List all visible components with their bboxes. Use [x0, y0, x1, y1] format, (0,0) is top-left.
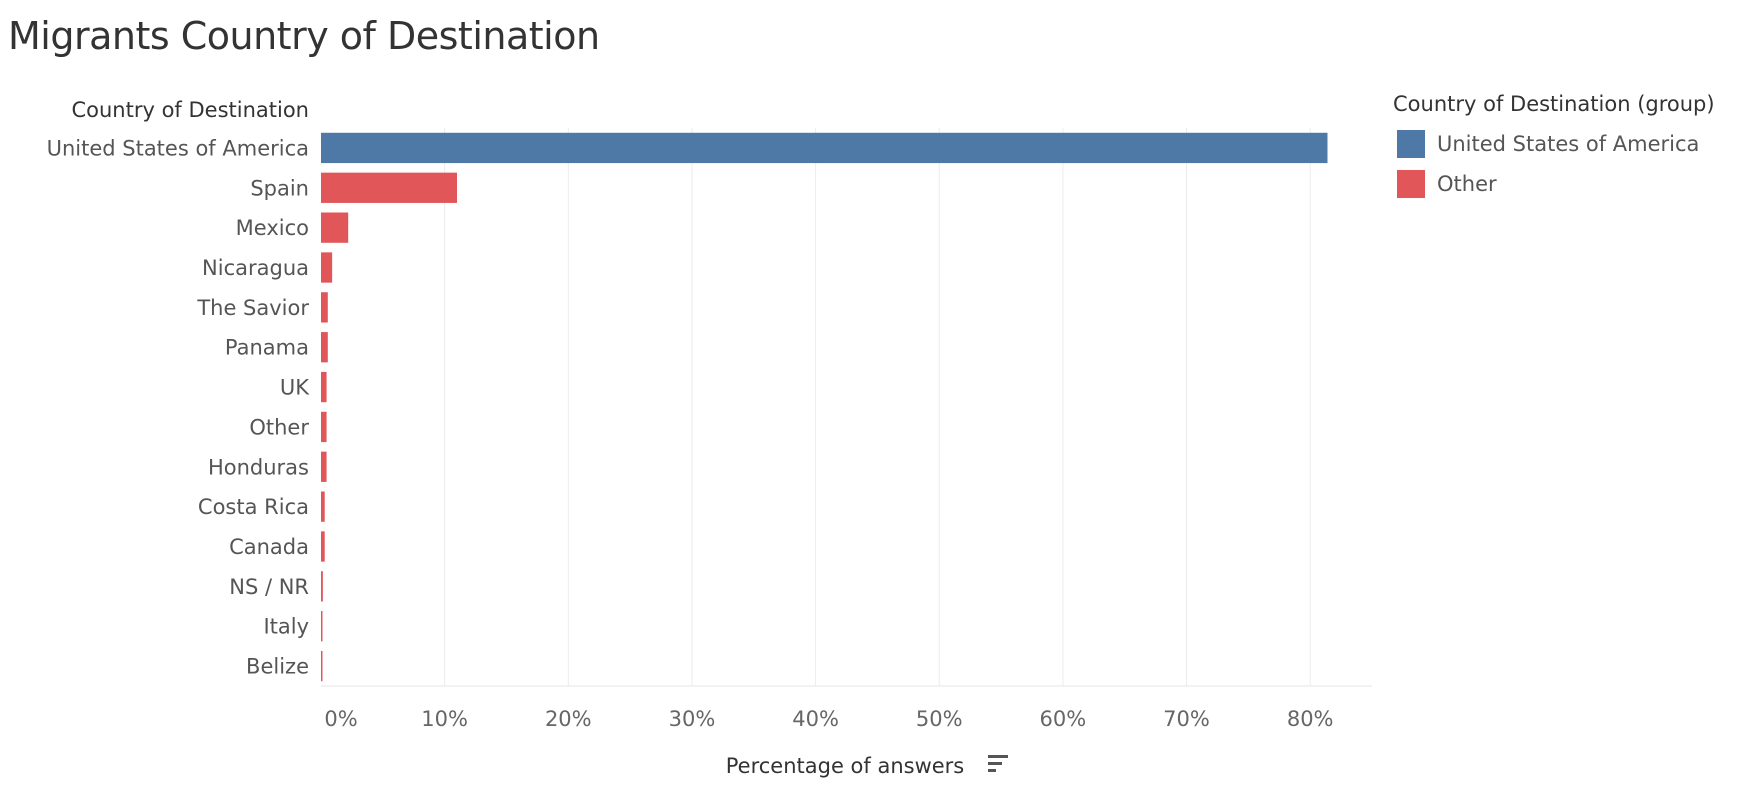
bar-13[interactable]: [321, 650, 323, 682]
bar-5[interactable]: [321, 332, 328, 363]
bar-7[interactable]: [321, 411, 327, 443]
bar-4[interactable]: [321, 292, 328, 323]
category-label-11: NS / NR: [229, 575, 309, 599]
category-label-0: United States of America: [47, 136, 309, 160]
legend-label-usa: United States of America: [1437, 132, 1700, 156]
category-label-1: Spain: [250, 176, 309, 200]
bar-0[interactable]: [321, 132, 1328, 164]
category-label-2: Mexico: [236, 216, 309, 240]
category-label-5: Panama: [225, 336, 309, 360]
legend-item-other[interactable]: Other: [1393, 164, 1715, 204]
category-label-12: Italy: [263, 615, 309, 639]
grid-lines: [321, 128, 1372, 687]
x-tick-label-8: 80%: [1287, 707, 1334, 731]
category-label-8: Honduras: [208, 455, 309, 479]
bar-10[interactable]: [321, 531, 325, 562]
legend-swatch-other: [1397, 170, 1425, 198]
bar-8[interactable]: [321, 451, 327, 482]
x-tick-labels: 0% 10% 20% 30% 40% 50% 60% 70% 80%: [324, 707, 1333, 731]
bar-12[interactable]: [321, 611, 323, 642]
x-tick-label-2: 20%: [545, 707, 592, 731]
category-axis-title: Country of Destination: [71, 98, 309, 122]
legend-item-usa[interactable]: United States of America: [1393, 124, 1715, 164]
x-tick-label-5: 50%: [916, 707, 963, 731]
bar-9[interactable]: [321, 491, 325, 522]
x-tick-label-0: 0%: [324, 707, 357, 731]
category-label-3: Nicaragua: [202, 256, 309, 280]
bar-6[interactable]: [321, 371, 327, 403]
x-tick-label-7: 70%: [1163, 707, 1210, 731]
x-axis-title: Percentage of answers: [726, 754, 965, 778]
category-label-7: Other: [249, 415, 309, 439]
x-tick-label-3: 30%: [669, 707, 716, 731]
category-label-10: Canada: [229, 535, 309, 559]
x-tick-label-1: 10%: [421, 707, 468, 731]
legend-title: Country of Destination (group): [1393, 92, 1715, 116]
category-label-9: Costa Rica: [198, 495, 309, 519]
bar-3[interactable]: [321, 252, 333, 283]
legend: Country of Destination (group) United St…: [1393, 92, 1715, 204]
x-tick-label-4: 40%: [792, 707, 839, 731]
x-tick-label-6: 60%: [1040, 707, 1087, 731]
bar-11[interactable]: [321, 571, 323, 602]
sort-icon[interactable]: [988, 755, 1008, 772]
legend-swatch-usa: [1397, 130, 1425, 158]
category-label-13: Belize: [246, 655, 309, 679]
bar-2[interactable]: [321, 212, 349, 243]
bars: [321, 132, 1328, 682]
category-label-4: The Savior: [196, 296, 309, 320]
category-label-6: UK: [280, 376, 310, 400]
chart-title: Migrants Country of Destination: [8, 14, 600, 58]
legend-label-other: Other: [1437, 172, 1497, 196]
category-labels: United States of America Spain Mexico Nicar…: [47, 136, 311, 678]
bar-chart: Country of Destination United States of …: [47, 98, 1372, 778]
bar-1[interactable]: [321, 172, 458, 203]
